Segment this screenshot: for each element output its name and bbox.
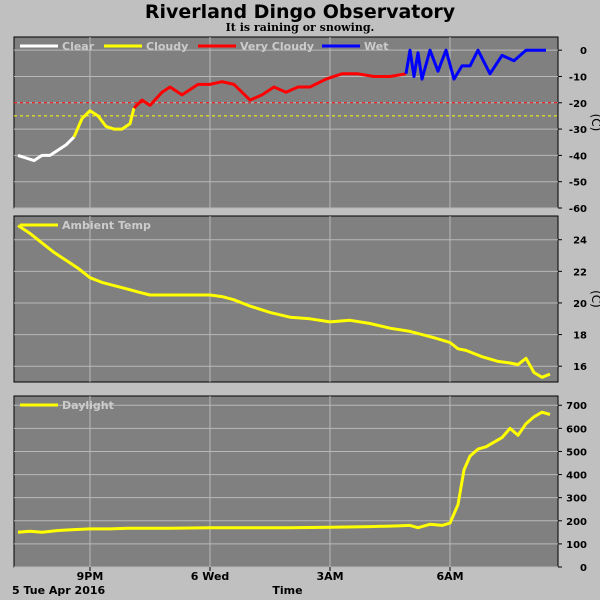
x-tick-label: 6AM — [436, 570, 463, 583]
sky-series-line — [132, 72, 407, 110]
sky-series-line — [404, 48, 546, 81]
x-tick-label: 3AM — [316, 570, 343, 583]
sky-y-tick-label: -20 — [569, 99, 587, 110]
sky-series-line — [17, 135, 76, 163]
sky-legend-label: Wet — [364, 40, 388, 53]
sky-series-line — [72, 107, 136, 138]
sky-plot-area — [13, 36, 559, 209]
x-axis-ticks: 9PM 6 Wed 3AM 6AM — [77, 567, 464, 583]
daylight-y-tick-label: 500 — [566, 447, 587, 458]
daylight-legend-label: Daylight — [62, 399, 114, 412]
sky-y-axis-label: (C) — [589, 114, 600, 132]
daylight-y-tick-label: 400 — [566, 471, 587, 482]
sky-temperature-panel: 0 -10 -20 -30 -40 -50 -60 (C) Clear Cloudy Very Cl… — [13, 36, 600, 215]
x-axis-title: Time — [272, 584, 303, 597]
ambient-legend-label: Ambient Temp — [62, 219, 151, 232]
ambient-y-tick-label: 22 — [573, 267, 587, 278]
sky-y-tick-label: -30 — [569, 125, 587, 136]
sky-legend-label: Cloudy — [146, 40, 188, 53]
page-subtitle: It is raining or snowing. — [225, 21, 375, 34]
sky-y-tick-label: -60 — [569, 204, 587, 215]
daylight-y-tick-label: 300 — [566, 494, 587, 505]
sky-legend-label: Very Cloudy — [240, 40, 314, 53]
daylight-y-tick-label: 100 — [566, 540, 587, 551]
date-label: 5 Tue Apr 2016 — [12, 584, 106, 597]
ambient-y-tick-label: 20 — [573, 299, 587, 310]
sky-y-tick-label: -40 — [569, 151, 587, 162]
x-tick-label: 6 Wed — [191, 570, 230, 583]
daylight-y-tick-label: 200 — [566, 517, 587, 528]
ambient-plot-area — [13, 215, 559, 383]
sky-y-tick-label: -10 — [569, 72, 587, 83]
sky-y-tick-label: -50 — [569, 178, 587, 189]
daylight-y-tick-label: 600 — [566, 424, 587, 435]
daylight-panel: 700 600 500 400 300 200 100 0 Daylight — [13, 395, 587, 574]
ambient-y-tick-label: 16 — [573, 362, 587, 373]
daylight-y-tick-label: 0 — [580, 563, 587, 574]
ambient-y-tick-label: 24 — [573, 236, 587, 247]
ambient-y-tick-label: 18 — [573, 331, 587, 342]
x-tick-label: 9PM — [77, 570, 104, 583]
daylight-y-tick-label: 700 — [566, 401, 587, 412]
ambient-temperature-panel: 24 22 20 18 16 (C) Ambient Temp — [13, 215, 600, 383]
sky-legend-label: Clear — [62, 40, 95, 53]
sky-y-tick-label: 0 — [580, 46, 587, 57]
ambient-series-line — [17, 224, 551, 379]
ambient-y-axis-label: (C) — [589, 290, 600, 308]
daylight-series-line — [17, 410, 551, 534]
page-title: Riverland Dingo Observatory — [144, 1, 456, 23]
daylight-plot-area — [13, 395, 559, 568]
